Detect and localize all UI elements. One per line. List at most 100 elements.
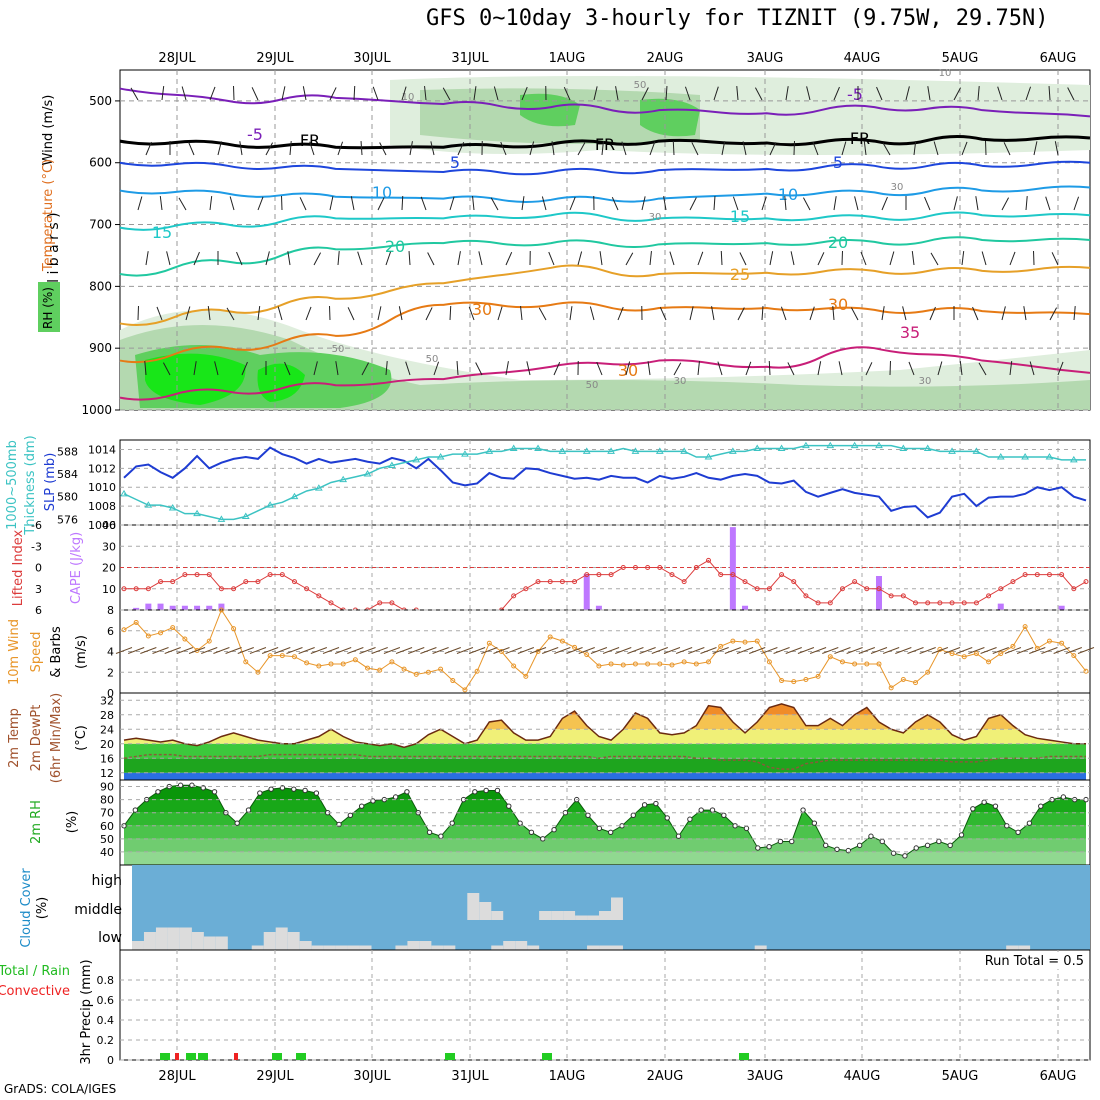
wind-barb <box>943 647 961 654</box>
temp-line <box>123 703 1086 749</box>
y-axis-label-temp: Temperature (°C) <box>41 159 56 272</box>
isotherm-label: 20 <box>828 233 848 252</box>
date-label-bottom: 28JUL <box>158 1069 196 1084</box>
li-marker <box>523 586 529 592</box>
wind-speed-marker <box>304 660 310 666</box>
cloud-low-bar <box>155 927 168 950</box>
wind-barb <box>468 306 475 321</box>
wind-barb <box>257 196 264 211</box>
precip-total-bar <box>296 1053 306 1060</box>
wind-speed-marker <box>352 657 358 663</box>
wind-barb <box>720 250 723 266</box>
wind-barb <box>277 306 283 321</box>
wind-barb <box>841 141 847 156</box>
slp-tick-label: 1010 <box>88 481 116 494</box>
cloud-low-bar <box>599 945 611 950</box>
wind-barb <box>1053 647 1070 654</box>
isotherm-label: 30 <box>618 361 638 380</box>
y-tick-label: 800 <box>89 279 112 293</box>
rh-marker <box>449 820 455 826</box>
li-marker <box>949 600 955 606</box>
wind-barb <box>299 197 307 211</box>
li-tick-label: -3 <box>31 540 42 553</box>
wind-barb <box>769 251 774 266</box>
li-marker <box>1034 572 1040 578</box>
temp-label-unit: (°C) <box>74 725 89 751</box>
wind-barb <box>768 360 771 376</box>
wind-barb <box>361 362 370 376</box>
li-marker <box>961 600 967 606</box>
li-marker <box>206 572 212 578</box>
wind-barb <box>889 251 895 266</box>
wind-barb <box>1023 306 1027 321</box>
wind-barb <box>1001 197 1010 211</box>
wind-speed-marker <box>596 663 602 669</box>
rh-marker <box>268 786 274 792</box>
li-marker <box>973 600 979 606</box>
li-marker <box>194 572 200 578</box>
li-marker <box>681 579 687 585</box>
precip-total-bar <box>542 1053 552 1060</box>
thickness-marker <box>1069 455 1078 463</box>
wind-barb <box>305 306 312 321</box>
wind-tick-label: 2 <box>107 666 114 679</box>
li-marker <box>803 593 809 599</box>
wind-speed-marker <box>413 671 419 677</box>
wind-barb <box>713 195 716 211</box>
wind-barb <box>554 647 571 654</box>
li-marker <box>547 579 553 585</box>
wind-barb <box>1025 196 1028 211</box>
wind-speed-marker <box>827 654 833 660</box>
run-total-label: Run Total = 0.5 <box>985 954 1084 969</box>
wind-speed-marker <box>925 669 931 675</box>
wind-barb <box>663 196 667 211</box>
cloud-low-bar <box>407 941 420 950</box>
rh-band <box>124 851 1086 865</box>
wind-barb <box>193 361 197 376</box>
li-marker <box>1071 586 1077 592</box>
wind-barb <box>846 647 863 654</box>
y-tick-label: 900 <box>89 341 112 355</box>
wind-barb <box>257 306 261 321</box>
li-marker <box>535 579 541 585</box>
wind-barb <box>398 306 403 321</box>
rh-contour-label: 50 <box>586 380 599 391</box>
wind-barb <box>214 361 219 376</box>
wind-barb <box>505 647 522 654</box>
wind-barb <box>236 251 243 266</box>
rh-contour-label: 10 <box>402 92 415 103</box>
temp-band <box>124 743 1086 759</box>
rh-contour-label: 30 <box>649 212 662 223</box>
isotherm-label: FR <box>595 135 615 154</box>
li-marker <box>815 600 821 606</box>
cloud-low-bar <box>503 941 516 950</box>
thickness-marker <box>631 447 640 454</box>
wind-barb <box>425 307 433 321</box>
precip-total-bar <box>186 1053 196 1060</box>
li-marker <box>657 565 663 570</box>
slp-label: SLP (mb) <box>43 453 58 512</box>
wind-barb <box>473 86 477 101</box>
cloud-low-bar <box>299 941 312 950</box>
wind-barb <box>1048 85 1051 101</box>
cloud-low-bar <box>359 945 372 950</box>
cape-bar <box>583 573 590 610</box>
isotherm-label: 20 <box>385 237 405 256</box>
wind-barb <box>229 196 235 211</box>
rh-marker <box>902 853 908 859</box>
wind-speed-marker <box>986 659 992 665</box>
rh-marker <box>755 845 761 851</box>
wind-barb <box>209 86 216 101</box>
wind-barb <box>145 251 149 266</box>
li-marker <box>596 572 602 578</box>
wind-barb <box>721 141 726 156</box>
li-marker <box>267 572 273 578</box>
wind-barb <box>790 251 795 266</box>
li-marker <box>791 579 797 585</box>
rh-marker <box>868 833 874 839</box>
rh-marker <box>789 838 795 845</box>
cape-bar <box>729 527 736 610</box>
thickness-marker <box>582 447 591 454</box>
wind-tick-label: 4 <box>107 646 114 659</box>
rh-marker <box>506 803 512 809</box>
